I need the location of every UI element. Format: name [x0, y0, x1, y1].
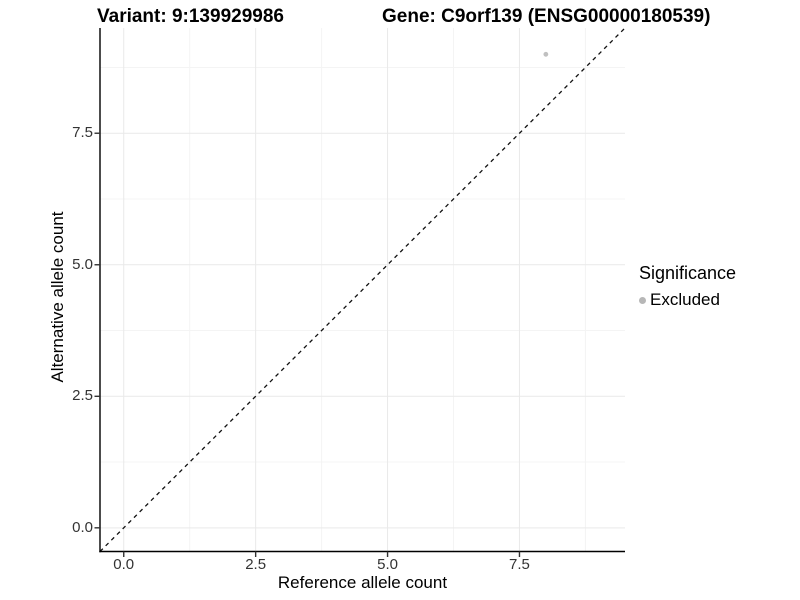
legend: Significance Excluded — [639, 263, 736, 310]
y-tick-label: 5.0 — [72, 255, 93, 273]
x-tick-label: 5.0 — [377, 556, 398, 573]
y-axis-title: Alternative allele count — [48, 211, 67, 383]
y-tick-label: 7.5 — [72, 124, 93, 142]
y-tick-label: 0.0 — [72, 518, 93, 536]
legend-title: Significance — [639, 263, 737, 283]
legend-item-label: Excluded — [650, 290, 720, 309]
x-tick-label: 2.5 — [245, 556, 267, 573]
plot-title-gene: Gene: C9orf139 (ENSG00000180539) — [382, 6, 711, 27]
x-tick-label: 7.5 — [509, 556, 530, 573]
data-point — [543, 51, 549, 57]
legend-item-excluded: Excluded — [639, 290, 736, 310]
y-tick-label: 2.5 — [72, 387, 93, 405]
x-tick-label: 0.0 — [113, 556, 135, 573]
legend-point-swatch — [639, 296, 646, 304]
plot-title-variant: Variant: 9:139929986 — [97, 6, 284, 27]
identity-reference-line — [99, 27, 626, 552]
x-axis-title: Reference allele count — [277, 573, 448, 592]
